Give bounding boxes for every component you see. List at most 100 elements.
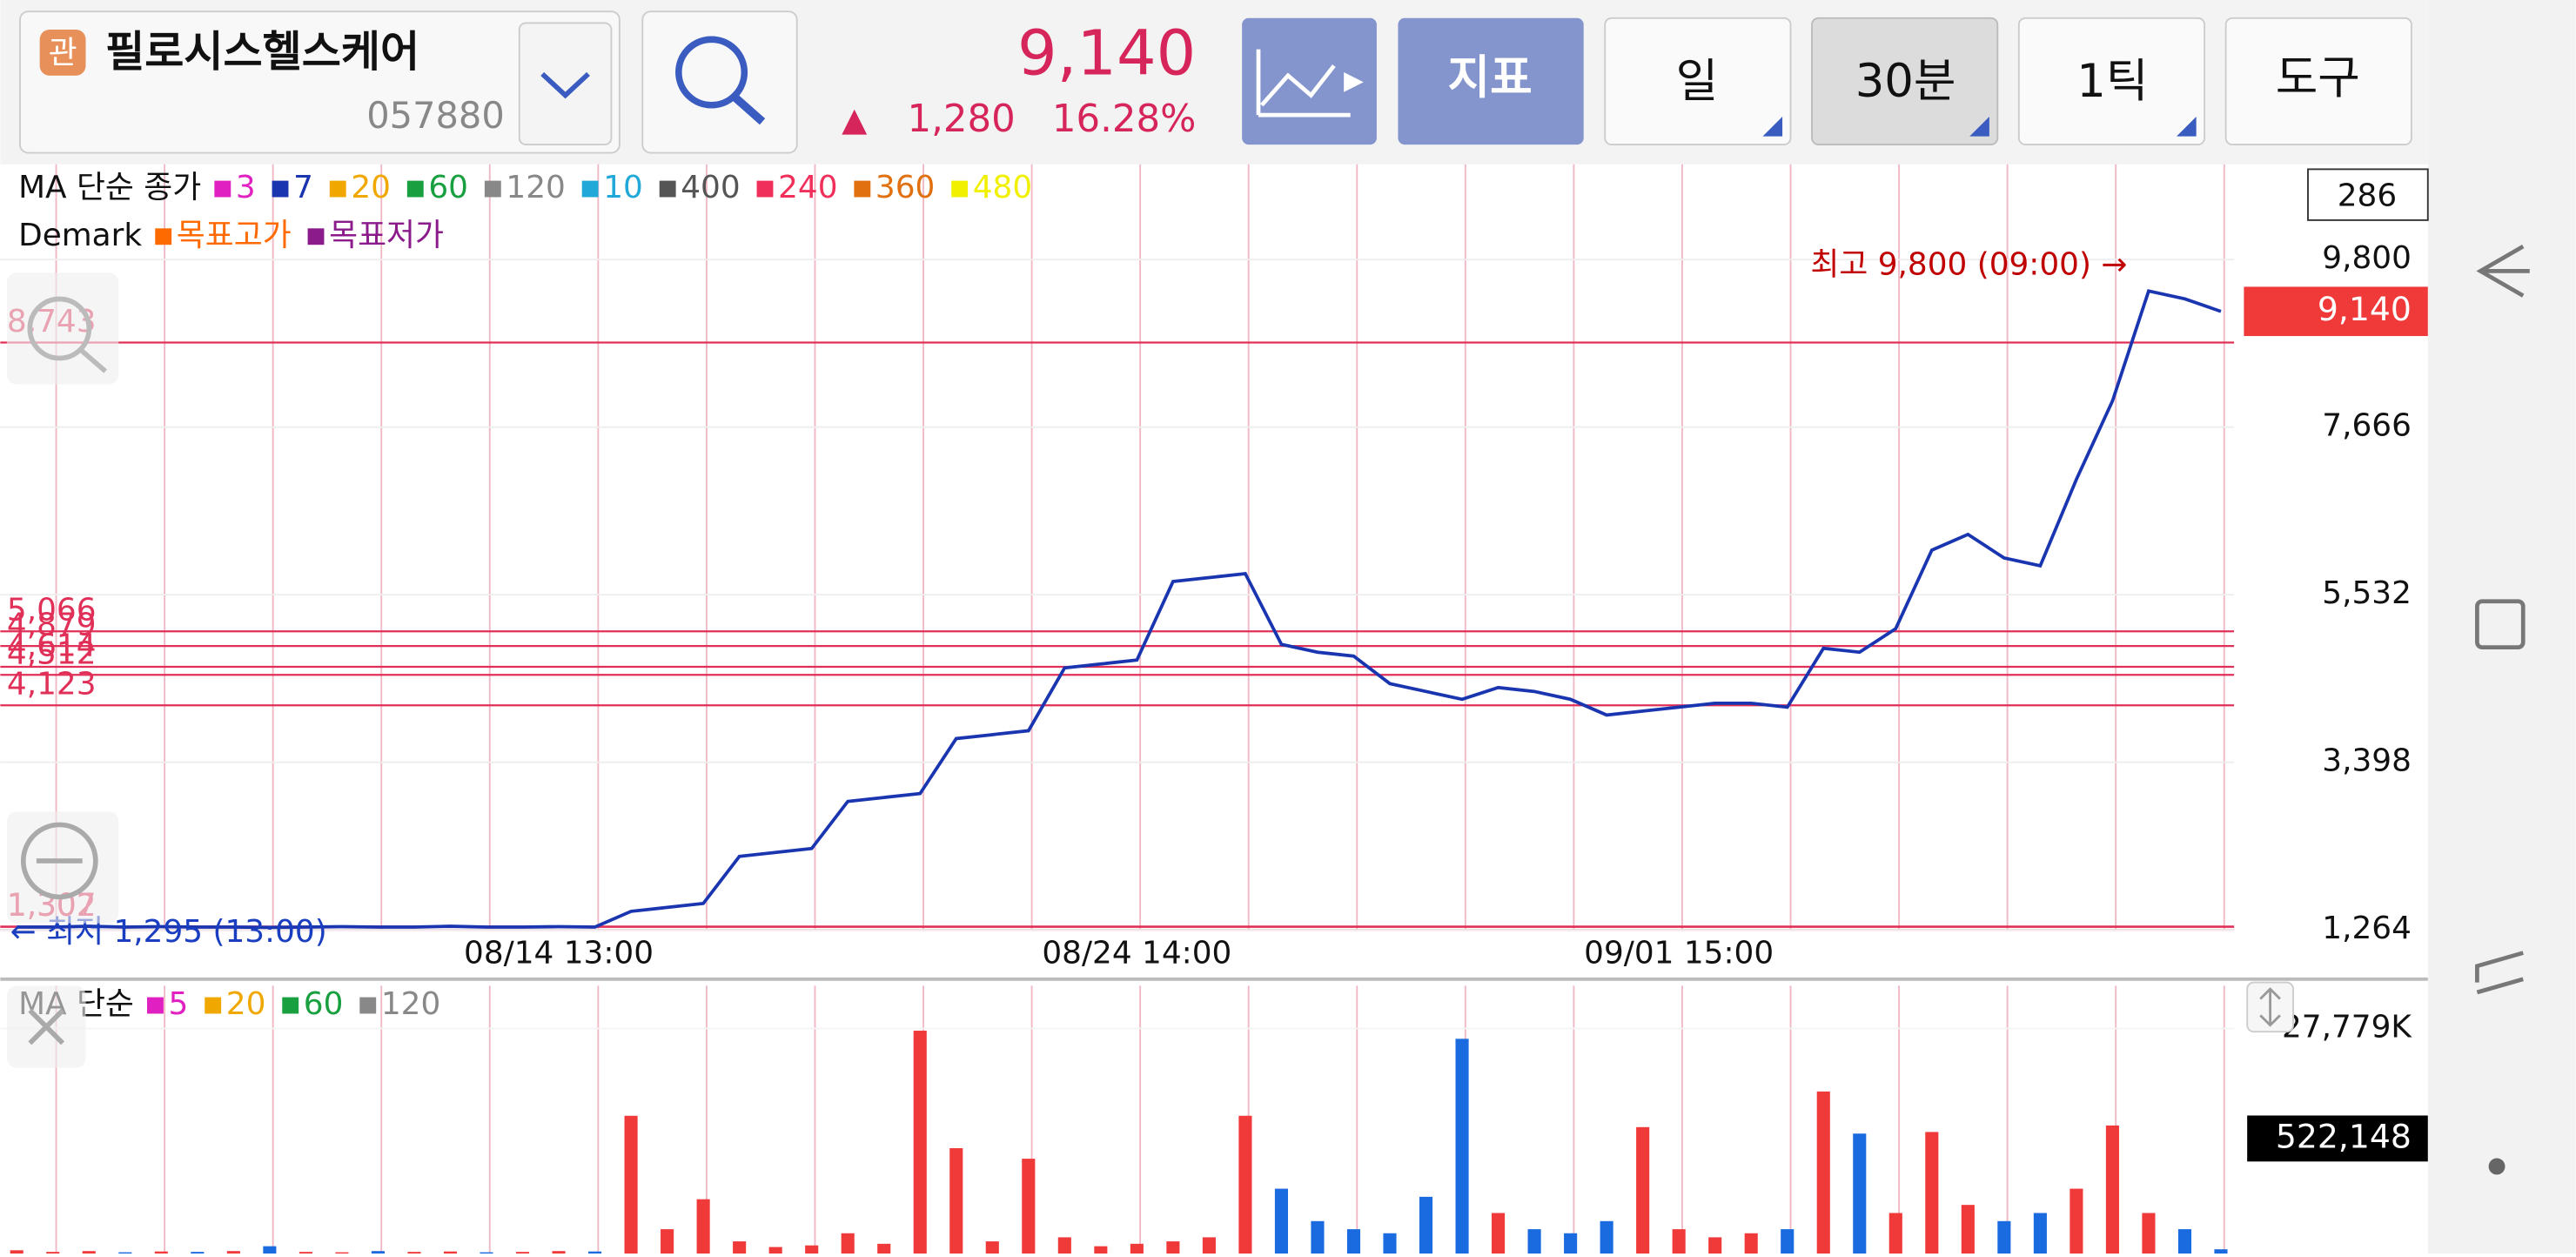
legend-swatch (854, 180, 871, 198)
y-tick-label: 9,800 (2322, 240, 2412, 276)
volume-bar (1166, 1241, 1180, 1254)
nav-back[interactable] (2476, 245, 2530, 298)
volume-bar (2070, 1188, 2083, 1254)
search-handle (731, 93, 766, 125)
price-line (17, 289, 2222, 930)
chart-icon-arrow (1344, 72, 1364, 92)
y-tick-label: 1,264 (2322, 911, 2412, 946)
legend-label: 3 (236, 170, 256, 205)
volume-bar (2033, 1213, 2047, 1254)
volume-bar (10, 1250, 23, 1254)
bar-count-box (2307, 168, 2429, 221)
zoom-out-icon (20, 822, 98, 900)
volume-bar (443, 1251, 458, 1254)
high-annotation: 최고 9,800 (09:00) → (1810, 247, 2127, 283)
legend-label: 400 (681, 170, 740, 205)
badge: 관 (49, 35, 77, 71)
y-tick-label: 5,532 (2322, 575, 2412, 611)
toolbar-button[interactable] (2224, 17, 2412, 146)
corner-mark (1969, 116, 1989, 137)
stock-name: 필로시스헬스케어 (105, 26, 419, 77)
volume-bar (226, 1251, 240, 1254)
volume-bar (552, 1251, 566, 1254)
legend-label: 20 (226, 986, 266, 1022)
volume-bar (1708, 1237, 1722, 1254)
legend-swatch (205, 997, 222, 1014)
legend-title: Demark (18, 218, 142, 253)
volume-bar (1022, 1159, 1036, 1254)
chart-icon (1256, 49, 1351, 118)
volume-bar (1925, 1132, 1939, 1254)
volume-bar (1419, 1196, 1433, 1254)
volume-bar (1238, 1115, 1252, 1254)
search-button[interactable] (641, 10, 798, 154)
volume-bar (1600, 1220, 1613, 1254)
volume-bar (154, 1251, 168, 1254)
toolbar-button[interactable] (1811, 17, 1999, 146)
level-label: 5,066 (7, 593, 97, 628)
grid (0, 164, 2235, 1254)
nav-bar (2427, 0, 2576, 1254)
nav-home[interactable] (2475, 599, 2526, 649)
current-volume-label: 522,148 (2276, 1117, 2412, 1155)
level-label: 4,123 (7, 667, 97, 702)
stock-box[interactable] (19, 10, 621, 154)
nav-dot (2488, 1158, 2506, 1175)
legend-label: 60 (304, 986, 344, 1022)
volume-bar (1853, 1133, 1867, 1254)
volume-bar (913, 1031, 927, 1254)
zoom-handle (78, 347, 108, 373)
legend-swatch (214, 180, 231, 198)
volume-bar (191, 1252, 205, 1254)
change-pct: 16.28% (1052, 97, 1196, 141)
legend-label: 120 (506, 170, 565, 205)
current-volume-box (2247, 1115, 2428, 1162)
legend-label: 7 (293, 170, 313, 205)
volume-bar (407, 1252, 421, 1254)
volume-bar (1672, 1229, 1686, 1254)
volume-bar (624, 1115, 638, 1254)
volume-bar (1383, 1233, 1397, 1254)
badge-bg (39, 29, 86, 76)
volume-bar (299, 1252, 312, 1254)
volume-bar (515, 1252, 530, 1254)
volume-bar (1564, 1233, 1578, 1254)
volume-bar (118, 1252, 132, 1254)
volume-bar (480, 1252, 493, 1254)
nav-recent[interactable] (2475, 951, 2524, 995)
legend-swatch (756, 180, 774, 198)
y-tick-label: 27,779K (2282, 1009, 2412, 1045)
level-label: 4,879 (7, 607, 97, 642)
corner-mark (2177, 116, 2197, 137)
close-icon (28, 1008, 65, 1045)
toolbar-button[interactable] (2017, 17, 2206, 146)
legend-swatch (359, 997, 377, 1014)
toolbar-label: 30분 (1855, 55, 1956, 108)
x-tick-label: 09/01 15:00 (1584, 936, 1774, 971)
legend-label: 10 (603, 170, 643, 205)
y-tick-label: 3,398 (2322, 743, 2412, 779)
legend-swatch (272, 180, 289, 198)
level-label: 4,614 (7, 628, 97, 663)
plot: 1,2643,3985,5327,6669,8008,7435,0664,879… (7, 168, 2429, 1254)
volume-bar (2214, 1249, 2228, 1254)
toolbar-button[interactable] (1604, 17, 1792, 146)
volume-bar (1130, 1243, 1144, 1254)
toolbar-button[interactable] (1398, 17, 1584, 145)
legend-label: 60 (428, 170, 468, 205)
volume-bar (1997, 1220, 2011, 1254)
legend-swatch (147, 997, 164, 1014)
toolbar-label: 도구 (2276, 51, 2360, 104)
volume-bar (2177, 1229, 2192, 1254)
volume-bar (877, 1243, 891, 1254)
volume-bar (841, 1233, 855, 1254)
current-price-label: 9,140 (2318, 290, 2412, 328)
chart-type-button[interactable] (1242, 17, 1377, 145)
volume-bar (661, 1229, 674, 1254)
legend-swatch (329, 180, 346, 198)
legend-swatch (659, 180, 676, 198)
dropdown[interactable] (518, 22, 613, 146)
volume-bar (768, 1247, 782, 1254)
volume-bar (1961, 1205, 1975, 1254)
